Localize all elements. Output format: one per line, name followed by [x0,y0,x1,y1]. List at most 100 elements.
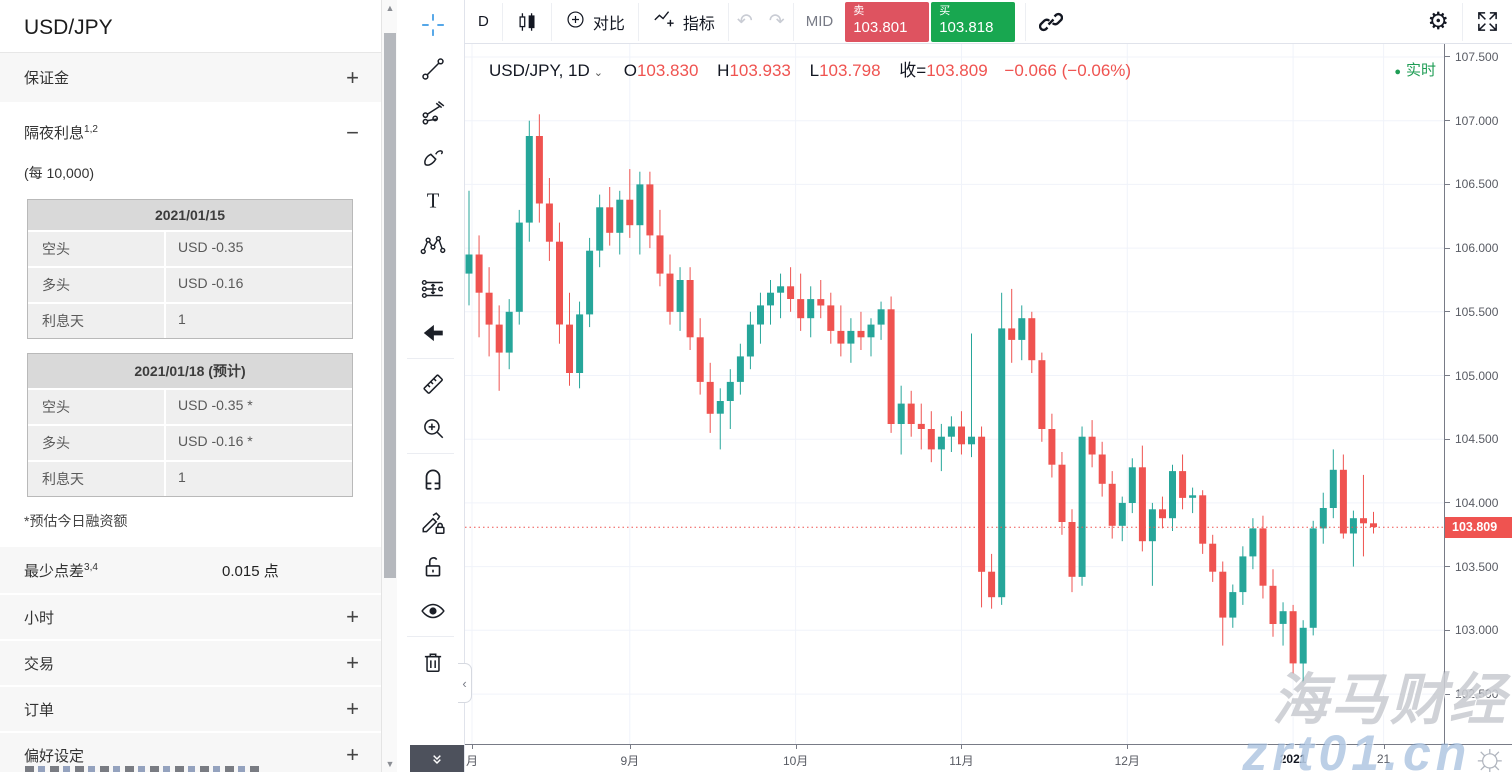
sell-button[interactable]: 卖 103.801 [845,1,930,42]
candle-body [1370,523,1377,528]
price-axis[interactable]: 103.809 107.500 107.000 106.500 106.000 105.… [1444,44,1512,744]
candle [927,411,935,463]
time-axis[interactable]: 月 9月 10月 11月 12月 2021 21 [465,744,1512,772]
brush-icon[interactable] [414,138,452,176]
mid-price-mode[interactable]: MID [805,13,834,30]
candlestick-style-icon[interactable] [503,3,551,41]
arrow-marker-icon[interactable] [414,314,452,352]
expand-icon[interactable]: + [346,64,359,90]
candle-body [706,381,714,414]
ruler-icon[interactable] [414,365,452,403]
text-tool-icon[interactable]: T [414,182,452,220]
scroll-up-icon[interactable]: ▲ [385,3,395,13]
gear-icon[interactable]: ⚙ [1427,7,1449,35]
collapse-toolbar-icon[interactable] [410,745,464,772]
compare-label: 对比 [592,15,625,33]
candle [1249,518,1257,570]
lock-all-icon[interactable] [414,548,452,586]
price-tick [1445,247,1450,249]
sidebar-scrollbar[interactable]: ▲ ▼ [381,0,397,772]
chart-legend[interactable]: USD/JPY, 1D ⌄ O103.830 H103.933 L103.798 … [489,56,1131,81]
row-label: 利息天 [28,304,166,338]
chart-area[interactable]: USD/JPY, 1D ⌄ O103.830 H103.933 L103.798 … [465,44,1512,744]
candle-body [1058,464,1066,522]
candle [1199,490,1207,554]
candle [1360,474,1367,557]
expand-icon[interactable]: + [346,742,359,767]
low-label: L [809,61,820,80]
fullscreen-icon[interactable] [1463,3,1512,41]
candle [1058,452,1066,535]
candle [1370,511,1377,534]
drawing-lock-icon[interactable] [414,504,452,542]
candle [917,403,925,450]
expand-icon[interactable]: + [346,696,359,721]
undo-icon[interactable]: ↶ [736,11,753,32]
compare-button[interactable]: 对比 [552,3,638,41]
overnight-label: 隔夜利息 [24,125,85,142]
sidebar-item-trading[interactable]: 交易 + [0,641,381,687]
remove-all-icon[interactable] [414,643,452,681]
candle [696,318,704,395]
trend-line-icon[interactable] [414,50,452,88]
scrollbar-thumb[interactable] [384,33,396,578]
candle-body [767,292,774,306]
sidebar-item-margin[interactable]: 保证金 + [0,53,381,104]
open-label: O [623,61,637,80]
sidebar-item-overnight[interactable]: 隔夜利息1,2 − [0,118,381,145]
price-tick-label: 105.000 [1455,368,1499,383]
buy-button[interactable]: 买 103.818 [931,1,1016,42]
candle [656,209,664,287]
table-row: 多头 USD -0.16 [28,268,352,304]
price-tick [1445,629,1450,631]
sidebar-item-preferences[interactable]: 偏好设定 + [0,733,381,772]
candle-body [646,184,654,236]
candle [958,411,965,455]
expand-icon[interactable]: + [346,650,359,675]
redo-icon[interactable]: ↷ [768,11,785,32]
candle [646,171,654,249]
hide-all-icon[interactable] [414,592,452,630]
time-tick [629,745,631,749]
candle-body [937,436,945,450]
candle-body [917,423,925,429]
candle [485,267,493,357]
candle [978,426,986,608]
collapse-icon[interactable]: − [346,120,359,145]
time-tick-label: 21 [1376,752,1391,766]
crosshair-icon[interactable] [414,6,452,44]
candle-body [465,254,473,274]
legend-symbol[interactable]: USD/JPY, 1D [489,61,590,80]
candle [1259,515,1267,599]
chevron-down-icon[interactable]: ⌄ [593,67,603,79]
fib-tools-icon[interactable] [414,94,452,132]
candle-body [636,184,644,226]
sidebar-item-hours[interactable]: 小时 + [0,595,381,641]
candle [1349,510,1357,567]
candle-body [927,429,935,450]
price-tick-label: 103.000 [1455,623,1499,638]
candle [857,311,865,350]
xabcd-pattern-icon[interactable] [414,226,452,264]
magnet-icon[interactable] [414,460,452,498]
candle-body [958,426,965,445]
candle [797,273,805,331]
expand-icon[interactable]: + [346,604,359,629]
toolbar-collapse-tab[interactable]: ‹ [458,663,472,703]
candle [777,273,785,319]
interval-button[interactable]: D [478,13,489,30]
price-tick [1445,183,1450,185]
indicators-button[interactable]: 指标 [639,3,728,41]
candle-body [777,286,785,293]
candle [535,114,543,223]
link-icon[interactable] [1026,3,1076,41]
position-tool-icon[interactable] [414,270,452,308]
zoom-in-icon[interactable] [414,409,452,447]
candle-body [1038,360,1046,429]
toolbar-separator [727,2,729,41]
scroll-down-icon[interactable]: ▼ [385,759,395,769]
sidebar-item-orders[interactable]: 订单 + [0,687,381,733]
table-row: 利息天 1 [28,304,352,338]
candlestick-chart[interactable] [465,44,1444,744]
row-label: 空头 [28,232,166,266]
